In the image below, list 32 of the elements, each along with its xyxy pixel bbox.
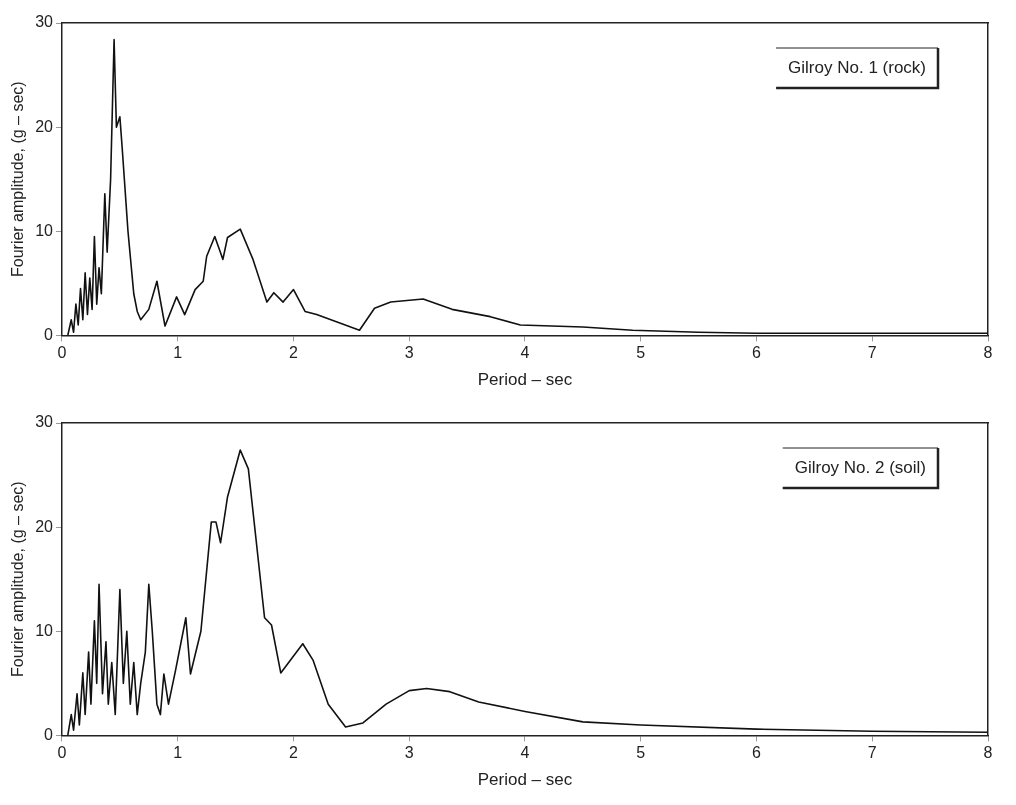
x-tick-label: 0 <box>57 344 67 362</box>
x-tick-label: 7 <box>867 744 877 762</box>
x-tick-label: 8 <box>983 344 993 362</box>
x-tick-label: 2 <box>289 344 299 362</box>
y-axis-title: Fourier amplitude, (g – sec) <box>9 81 27 278</box>
x-tick-label: 4 <box>520 344 530 362</box>
y-tick-label: 20 <box>35 117 54 135</box>
y-tick-label: 10 <box>35 221 54 239</box>
x-tick-label: 8 <box>983 744 993 762</box>
x-tick-label: 3 <box>404 344 414 362</box>
y-tick-label: 0 <box>44 325 54 343</box>
y-tick-label: 0 <box>44 725 54 743</box>
x-axis-title: Period – sec <box>477 370 573 390</box>
y-axis-title: Fourier amplitude, (g – sec) <box>9 481 27 678</box>
annotation: Gilroy No. 2 (soil) <box>794 457 927 477</box>
x-tick-label: 1 <box>173 344 183 362</box>
x-tick-label: 7 <box>867 344 877 362</box>
y-tick-label: 10 <box>35 621 54 639</box>
x-tick-label: 6 <box>752 344 762 362</box>
x-axis-title: Period – sec <box>477 770 573 790</box>
x-tick-label: 1 <box>173 744 183 762</box>
y-tick-label: 30 <box>35 413 54 431</box>
x-tick-label: 0 <box>57 744 67 762</box>
x-tick-label: 5 <box>636 744 646 762</box>
y-tick-label: 20 <box>35 517 54 535</box>
x-tick-label: 4 <box>520 744 530 762</box>
x-tick-label: 3 <box>404 744 414 762</box>
x-tick-label: 6 <box>752 744 762 762</box>
x-tick-label: 2 <box>289 744 299 762</box>
annotation: Gilroy No. 1 (rock) <box>788 57 927 77</box>
x-tick-label: 5 <box>636 344 646 362</box>
y-tick-label: 30 <box>35 13 54 31</box>
